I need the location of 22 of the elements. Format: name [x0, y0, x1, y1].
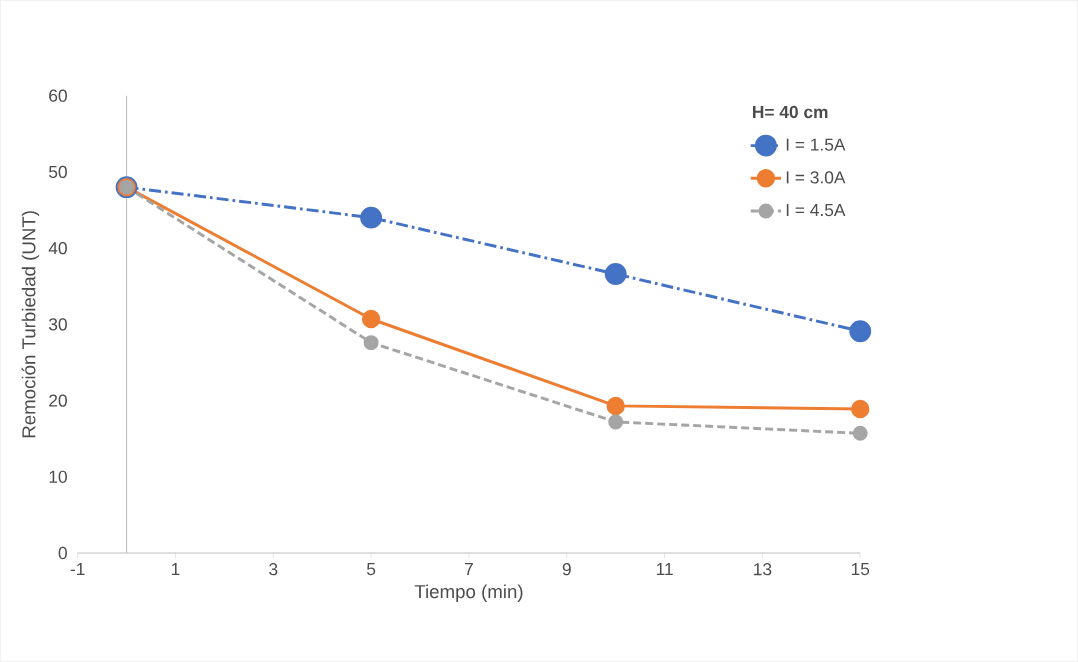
y-tick-label: 0: [58, 547, 67, 560]
y-tick-label: 20: [49, 394, 67, 407]
x-tick-label: 11: [656, 563, 673, 576]
x-tick-label: 7: [465, 563, 473, 576]
legend-label: I = 4.5A: [786, 204, 846, 217]
x-tick-label: 13: [754, 563, 772, 576]
x-tick-label: 3: [269, 563, 278, 576]
x-tick-label: 15: [851, 563, 870, 576]
x-tick-label: 9: [562, 563, 571, 576]
y-tick-label: 10: [49, 470, 67, 484]
x-tick-label: -1: [70, 563, 85, 576]
x-axis-title: Tiempo (min): [414, 584, 523, 603]
legend-label: I = 3.0A: [786, 171, 846, 184]
legend-label: I = 1.5A: [786, 138, 846, 151]
y-axis-title: Remoción Turbiedad (UNT): [21, 211, 40, 438]
y-tick-label: 60: [49, 89, 67, 102]
y-tick-label: 30: [48, 318, 67, 331]
x-tick-label: 5: [367, 563, 376, 576]
legend-title: H= 40 cm: [753, 106, 828, 119]
y-tick-label: 50: [49, 165, 67, 179]
y-tick-label: 40: [48, 242, 67, 255]
x-tick-label: 1: [171, 563, 180, 576]
